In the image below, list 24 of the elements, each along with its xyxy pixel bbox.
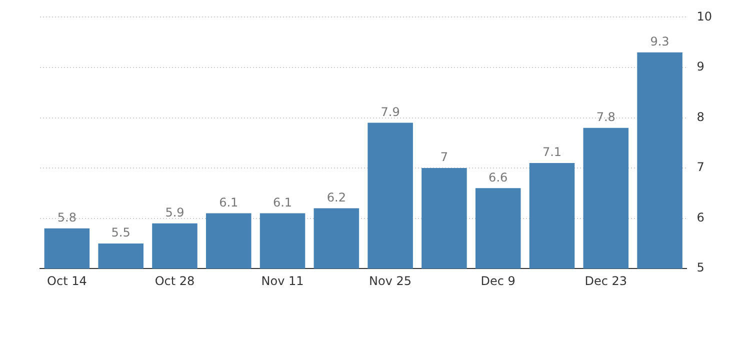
x-tick-label: Oct 14 <box>47 274 87 288</box>
y-tick-label: 9 <box>696 60 704 74</box>
data-label: 6.2 <box>326 190 346 204</box>
y-tick-label: 8 <box>696 110 704 124</box>
x-tick-label: Dec 9 <box>480 274 516 288</box>
data-label: 7.1 <box>542 145 562 160</box>
y-tick-label: 6 <box>696 210 704 224</box>
data-label: 7 <box>440 150 448 164</box>
data-label: 7.8 <box>596 110 616 124</box>
x-tick-label: Nov 11 <box>261 274 304 288</box>
y-tick-label: 10 <box>696 9 712 24</box>
data-label: 6.1 <box>272 195 292 210</box>
data-label: 5.5 <box>111 226 130 240</box>
data-label: 6.1 <box>219 195 238 210</box>
data-label: 6.6 <box>488 170 508 184</box>
data-label: 9.3 <box>650 34 670 49</box>
data-label: 5.9 <box>165 205 184 220</box>
y-tick-label: 5 <box>696 260 704 275</box>
data-label: 5.8 <box>57 210 76 224</box>
x-tick-label: Nov 25 <box>369 274 412 288</box>
y-tick-label: 7 <box>696 160 704 174</box>
x-tick-label: Dec 23 <box>584 274 628 288</box>
x-tick-label: Oct 28 <box>154 274 195 288</box>
data-label: 7.9 <box>380 104 400 119</box>
